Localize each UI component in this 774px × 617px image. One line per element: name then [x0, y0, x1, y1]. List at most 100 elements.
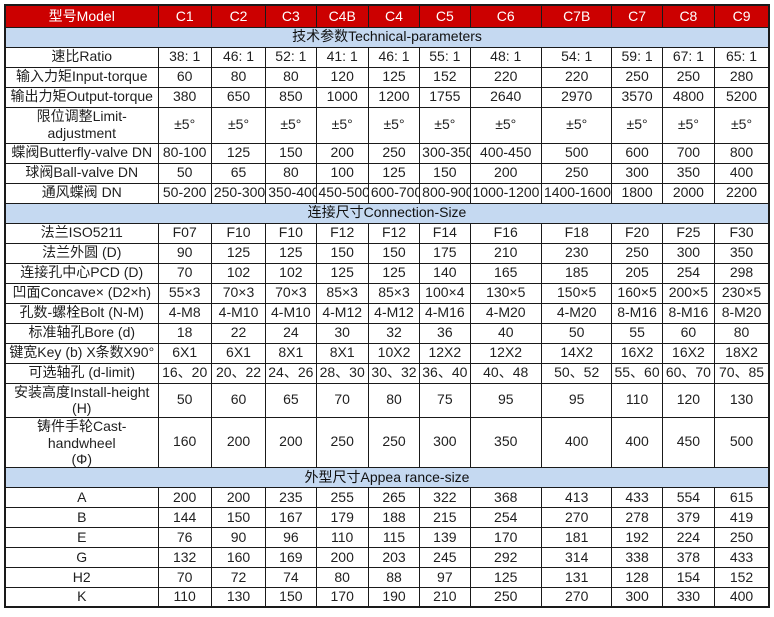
table-row: 键宽Key (b) X条数X90° 6X1 6X1 8X1 8X1 10X2 12X2 12X…: [4, 342, 770, 364]
value-cell: 28、30: [315, 362, 369, 384]
value-cell: 125: [265, 242, 317, 264]
value-cell: 30: [315, 322, 369, 344]
value-cell: 150: [315, 242, 369, 264]
row-label-text: G: [76, 548, 88, 565]
table-row: 速比Ratio 38: 1 46: 1 52: 1 41: 1 46: 1 55: 1 48:…: [4, 46, 770, 68]
model-column-header: C8: [661, 4, 716, 28]
value-cell: 139: [419, 526, 471, 548]
value-cell: ±5°: [540, 106, 613, 144]
value-cell: 80: [210, 66, 267, 88]
row-label-text: 安装高度Install-height: [14, 384, 150, 401]
value-cell: 433: [714, 546, 770, 568]
value-cell: 2970: [540, 86, 613, 108]
value-cell: 300: [611, 586, 663, 608]
model-column-header: C5: [419, 4, 471, 28]
value-cell: 300-350: [419, 142, 471, 164]
value-cell: 115: [367, 526, 421, 548]
value-cell: 203: [367, 546, 421, 568]
value-cell: 38: 1: [157, 46, 212, 68]
value-cell: 144: [157, 506, 212, 528]
value-cell: 280: [714, 66, 770, 88]
row-label: 球阀Ball-valve DN: [4, 162, 159, 184]
row-label: E: [4, 526, 159, 548]
value-cell: 167: [265, 506, 317, 528]
value-cell: 75: [419, 382, 471, 418]
value-cell: 292: [469, 546, 542, 568]
table-row: 孔数-螺栓Bolt (N-M) 4-M8 4-M10 4-M10 4-M12 4-M12 4…: [4, 302, 770, 324]
value-cell: 150: [210, 506, 267, 528]
value-cell: 8-M20: [714, 302, 770, 324]
value-cell: 2200: [714, 182, 770, 204]
value-cell: 85×3: [367, 282, 421, 304]
row-label-text: 通风蝶阀 DN: [41, 184, 122, 201]
value-cell: 200×5: [661, 282, 716, 304]
row-label: 输出力矩Output-torque: [4, 86, 159, 108]
table-row: B 144 150 167 179 188 215 254 270 278 379 419: [4, 506, 770, 528]
row-label: 法兰外圆 (D): [4, 242, 159, 264]
value-cell: 2640: [469, 86, 542, 108]
value-cell: 160×5: [611, 282, 663, 304]
row-label-text: 连接孔中心PCD (D): [20, 264, 144, 281]
value-cell: 150: [419, 162, 471, 184]
value-cell: 36: [419, 322, 471, 344]
value-cell: 200: [315, 142, 369, 164]
value-cell: 1400-1600: [540, 182, 613, 204]
row-label: 蝶阀Butterfly-valve DN: [4, 142, 159, 164]
value-cell: 200: [469, 162, 542, 184]
value-cell: 220: [469, 66, 542, 88]
row-label: K: [4, 586, 159, 608]
value-cell: 16X2: [611, 342, 663, 364]
value-cell: 46: 1: [367, 46, 421, 68]
model-column-header: C9: [714, 4, 770, 28]
section-title: 连接尺寸Connection-Size: [4, 202, 770, 224]
value-cell: 250-300: [210, 182, 267, 204]
value-cell: ±5°: [210, 106, 267, 144]
model-column-header: C4B: [315, 4, 369, 28]
value-cell: 50-200: [157, 182, 212, 204]
value-cell: 350: [661, 162, 716, 184]
row-label-text: 标准轴孔Bore (d): [28, 324, 136, 341]
value-cell: 419: [714, 506, 770, 528]
value-cell: 140: [419, 262, 471, 284]
value-cell: 18X2: [714, 342, 770, 364]
value-cell: 250: [714, 526, 770, 548]
value-cell: 169: [265, 546, 317, 568]
row-label: 孔数-螺栓Bolt (N-M): [4, 302, 159, 324]
value-cell: 65: [210, 162, 267, 184]
value-cell: 152: [419, 66, 471, 88]
value-cell: 314: [540, 546, 613, 568]
value-cell: 150×5: [540, 282, 613, 304]
table-row: K 110 130 150 170 190 210 250 270 300 330 400: [4, 586, 770, 608]
value-cell: F18: [540, 222, 613, 244]
value-cell: 400-450: [469, 142, 542, 164]
value-cell: 125: [367, 162, 421, 184]
value-cell: 14X2: [540, 342, 613, 364]
value-cell: 2000: [661, 182, 716, 204]
row-label-text: 法兰ISO5211: [40, 224, 123, 241]
value-cell: 300: [419, 416, 471, 468]
value-cell: 50: [157, 162, 212, 184]
value-cell: F14: [419, 222, 471, 244]
model-column-header: C2: [210, 4, 267, 28]
row-label-text: 输出力矩Output-torque: [10, 88, 153, 105]
row-label-subtext: (H): [72, 399, 92, 416]
value-cell: ±5°: [661, 106, 716, 144]
row-label: H2: [4, 566, 159, 588]
value-cell: 125: [469, 566, 542, 588]
value-cell: 1800: [611, 182, 663, 204]
value-cell: 179: [315, 506, 369, 528]
row-label: 输入力矩Input-torque: [4, 66, 159, 88]
value-cell: 298: [714, 262, 770, 284]
value-cell: 50、52: [540, 362, 613, 384]
value-cell: 850: [265, 86, 317, 108]
model-header-row: 型号Model C1 C2 C3 C4B C4 C5 C6 C7B C7 C8 C9: [4, 4, 770, 28]
table-row: 标准轴孔Bore (d) 18 22 24 30 32 36 40 50 55 60 80: [4, 322, 770, 344]
value-cell: 300: [611, 162, 663, 184]
value-cell: 90: [210, 526, 267, 548]
row-label: 标准轴孔Bore (d): [4, 322, 159, 344]
value-cell: 150: [367, 242, 421, 264]
value-cell: 90: [157, 242, 212, 264]
row-label-text: 法兰外圆 (D): [42, 244, 122, 261]
table-row: 蝶阀Butterfly-valve DN 80-100 125 150 200 250 30…: [4, 142, 770, 164]
table-row: 法兰外圆 (D) 90 125 125 150 150 175 210 230 250 300 350: [4, 242, 770, 264]
